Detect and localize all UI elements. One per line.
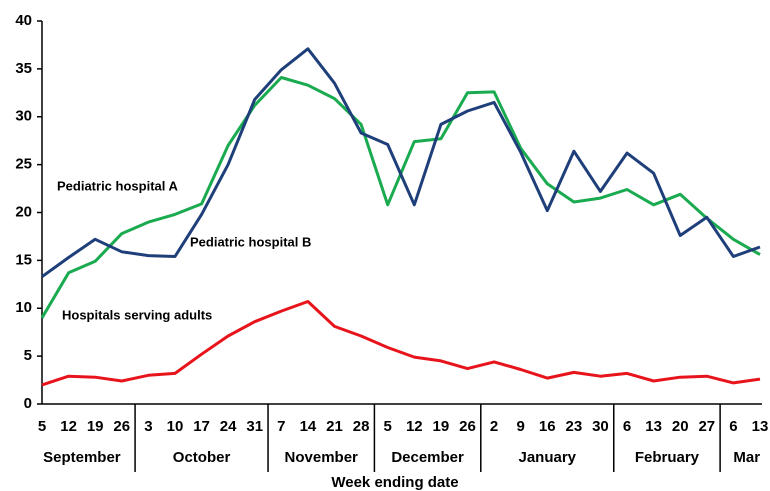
x-tick-label: 16 (539, 418, 556, 435)
x-tick-label: 6 (729, 418, 737, 435)
month-label: February (635, 449, 700, 466)
x-tick-label: 13 (645, 418, 662, 435)
x-tick-label: 6 (623, 418, 631, 435)
x-tick-label: 12 (60, 418, 77, 435)
month-label: Mar (733, 449, 760, 466)
x-tick-label: 21 (326, 418, 343, 435)
x-tick-label: 19 (433, 418, 450, 435)
series-label: Hospitals serving adults (62, 307, 212, 322)
y-tick-label: 30 (15, 108, 32, 125)
month-label: December (391, 449, 464, 466)
series-label: Pediatric hospital A (57, 178, 178, 193)
x-tick-label: 5 (384, 418, 392, 435)
series-line (41, 300, 761, 387)
y-tick-label: 0 (24, 395, 32, 412)
x-tick-label: 23 (566, 418, 583, 435)
y-tick-label: 15 (15, 251, 32, 268)
x-tick-label: 17 (193, 418, 210, 435)
month-label: November (285, 449, 359, 466)
series-label: Pediatric hospital B (190, 234, 311, 249)
x-tick-label: 5 (38, 418, 46, 435)
series-line (41, 47, 761, 278)
x-tick-label: 20 (672, 418, 689, 435)
x-tick-label: 2 (490, 418, 498, 435)
x-tick-label: 24 (220, 418, 237, 435)
x-tick-label: 3 (144, 418, 152, 435)
y-tick-label: 10 (15, 299, 32, 316)
y-tick-label: 20 (15, 203, 32, 220)
x-tick-label: 26 (459, 418, 476, 435)
x-tick-label: 12 (406, 418, 423, 435)
x-tick-label: 26 (113, 418, 130, 435)
series-line (40, 76, 761, 319)
month-label: September (43, 449, 121, 466)
x-tick-label: 19 (87, 418, 104, 435)
x-tick-label: 14 (300, 418, 317, 435)
x-tick-label: 10 (167, 418, 184, 435)
x-tick-label: 13 (752, 418, 769, 435)
y-tick-label: 25 (15, 156, 32, 173)
x-axis-title: Week ending date (331, 474, 458, 491)
x-tick-label: 7 (277, 418, 285, 435)
x-tick-label: 27 (698, 418, 715, 435)
x-tick-label: 31 (246, 418, 263, 435)
y-tick-label: 40 (15, 12, 32, 29)
y-tick-label: 35 (15, 60, 32, 77)
month-label: January (518, 449, 576, 466)
x-tick-label: 30 (592, 418, 609, 435)
y-tick-label: 5 (24, 347, 32, 364)
x-tick-label: 9 (516, 418, 524, 435)
month-label: October (173, 449, 231, 466)
x-tick-label: 28 (353, 418, 370, 435)
